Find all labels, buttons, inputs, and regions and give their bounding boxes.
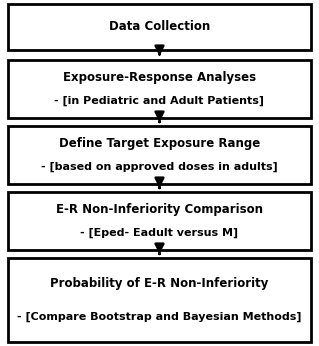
FancyBboxPatch shape [8,60,311,118]
Text: Data Collection: Data Collection [109,20,210,34]
FancyBboxPatch shape [8,192,311,250]
Text: - [based on approved doses in adults]: - [based on approved doses in adults] [41,162,278,172]
Text: Define Target Exposure Range: Define Target Exposure Range [59,137,260,150]
Text: - [Eped- Eadult versus M]: - [Eped- Eadult versus M] [80,227,239,238]
Text: Exposure-Response Analyses: Exposure-Response Analyses [63,71,256,84]
Text: - [Compare Bootstrap and Bayesian Methods]: - [Compare Bootstrap and Bayesian Method… [17,312,302,322]
Text: - [in Pediatric and Adult Patients]: - [in Pediatric and Adult Patients] [55,95,264,106]
FancyBboxPatch shape [8,4,311,50]
FancyBboxPatch shape [8,126,311,184]
Text: E-R Non-Inferiority Comparison: E-R Non-Inferiority Comparison [56,203,263,216]
FancyBboxPatch shape [8,258,311,342]
Text: Probability of E-R Non-Inferiority: Probability of E-R Non-Inferiority [50,277,269,290]
